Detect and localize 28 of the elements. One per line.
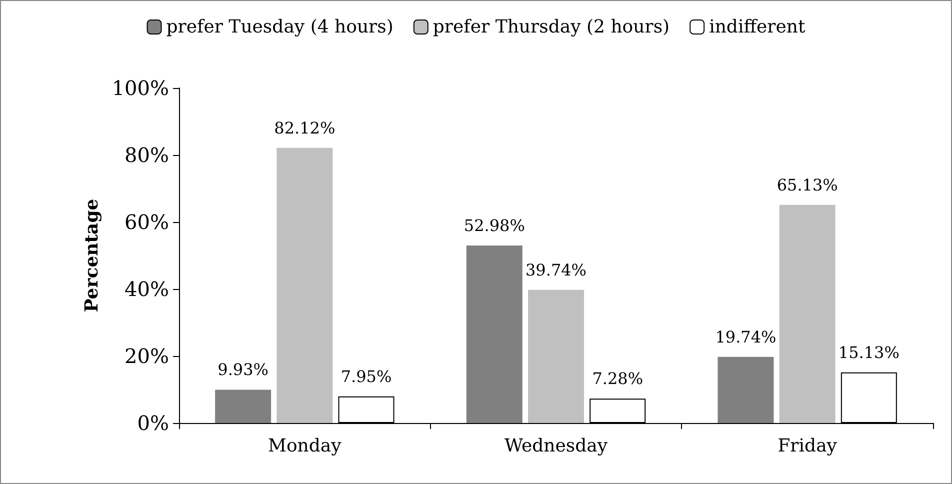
y-tick-label: 100%	[112, 76, 169, 100]
y-tick-label: 20%	[124, 344, 169, 368]
legend-label: prefer Tuesday (4 hours)	[166, 16, 394, 38]
data-label: 15.13%	[838, 342, 900, 362]
legend-label: indifferent	[709, 16, 806, 38]
data-label: 65.13%	[776, 175, 838, 194]
bar	[276, 148, 333, 423]
y-tick-label: 80%	[124, 143, 169, 167]
data-label: 9.93%	[218, 360, 268, 380]
data-label: 39.74%	[525, 260, 587, 280]
y-tick-label: 40%	[124, 277, 169, 301]
x-tick-label: Friday	[778, 436, 838, 456]
data-label: 52.98%	[464, 216, 525, 236]
legend-label: prefer Thursday (2 hours)	[432, 16, 670, 38]
data-label: 7.28%	[592, 369, 644, 388]
bar	[528, 290, 584, 423]
y-axis-title: Percentage	[81, 198, 102, 312]
bar	[718, 356, 774, 423]
x-tick-label: Wednesday	[504, 436, 608, 456]
data-label: 7.95%	[340, 366, 392, 386]
bar	[215, 390, 272, 423]
x-tick-label: Monday	[268, 436, 342, 456]
data-label: 82.12%	[274, 118, 336, 138]
bar	[466, 246, 522, 423]
bar	[779, 204, 836, 423]
y-tick-label: 0%	[137, 411, 169, 435]
data-label: 19.74%	[715, 327, 776, 346]
y-tick-label: 60%	[124, 210, 169, 234]
